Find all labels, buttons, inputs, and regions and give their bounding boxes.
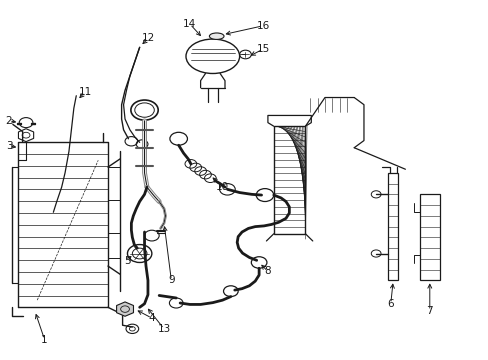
Text: 14: 14 bbox=[183, 19, 196, 29]
Text: 12: 12 bbox=[142, 33, 155, 43]
Text: 11: 11 bbox=[78, 87, 91, 97]
Text: 15: 15 bbox=[256, 44, 269, 54]
Text: 1: 1 bbox=[41, 334, 48, 345]
Text: 2: 2 bbox=[6, 116, 12, 126]
Text: 8: 8 bbox=[264, 266, 271, 276]
Polygon shape bbox=[116, 302, 133, 316]
Text: 5: 5 bbox=[124, 256, 130, 266]
Text: 13: 13 bbox=[157, 324, 170, 334]
Text: 3: 3 bbox=[6, 141, 12, 151]
Text: 7: 7 bbox=[426, 306, 432, 316]
Text: 6: 6 bbox=[386, 299, 393, 309]
Text: 16: 16 bbox=[256, 21, 269, 31]
Text: 4: 4 bbox=[148, 313, 155, 323]
Text: 10: 10 bbox=[216, 182, 229, 192]
Ellipse shape bbox=[209, 33, 224, 40]
Text: 9: 9 bbox=[168, 275, 174, 285]
